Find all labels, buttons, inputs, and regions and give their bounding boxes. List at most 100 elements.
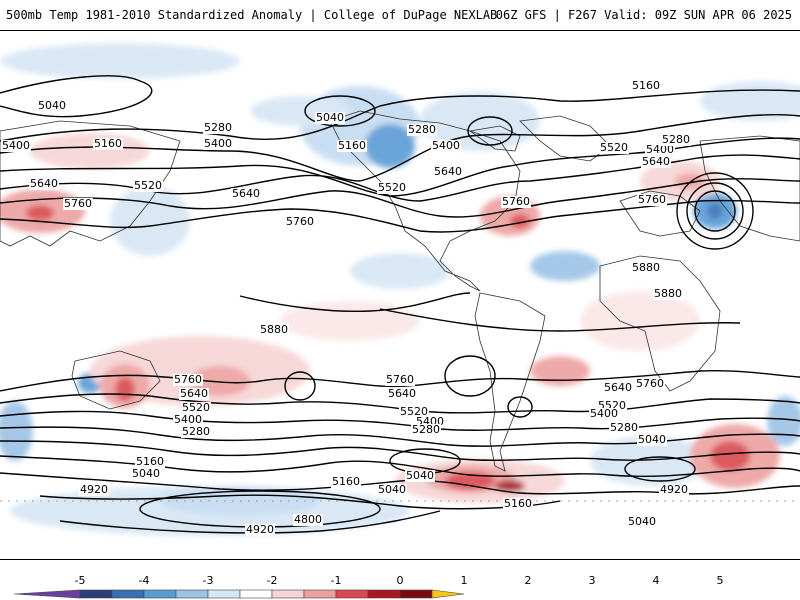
contour-label-bg — [399, 406, 429, 418]
contour-label-bg — [203, 138, 233, 150]
contour-label: 5520 — [400, 405, 428, 418]
contour-label-bg — [1, 140, 31, 152]
contour-label: 5280 — [182, 425, 210, 438]
contour-label-bg — [407, 124, 437, 136]
contour-label-bg — [285, 216, 315, 228]
contour-label: 5640 — [30, 177, 58, 190]
contour-label: 4920 — [660, 483, 688, 496]
contour-label-bg — [93, 138, 123, 150]
contour-label: 5520 — [134, 179, 162, 192]
colorbar-swatch — [303, 589, 337, 599]
contour-label-bg — [627, 516, 657, 528]
contour-label: 5520 — [182, 401, 210, 414]
contour-label: 4800 — [294, 513, 322, 526]
colorbar-tick-label: 4 — [653, 574, 660, 587]
contour-label-bg — [637, 434, 667, 446]
contour-label-bg — [433, 166, 463, 178]
contour-label-bg — [387, 388, 417, 400]
contour-label-bg — [377, 484, 407, 496]
contour-label-bg — [131, 468, 161, 480]
contour-label-bg — [181, 402, 211, 414]
contour-label: 5640 — [642, 155, 670, 168]
contour-label-bg — [641, 156, 671, 168]
contour-label: 5760 — [502, 195, 530, 208]
colorbar-tick-label: -3 — [203, 574, 214, 587]
colorbar-swatch — [399, 589, 433, 599]
colorbar-swatch — [207, 589, 241, 599]
contour-label-bg — [631, 262, 661, 274]
contour-label-bg — [29, 178, 59, 190]
contour-label: 5520 — [378, 181, 406, 194]
contour-label: 5760 — [64, 197, 92, 210]
contour-label-bg — [245, 524, 275, 536]
contour-label-bg — [631, 80, 661, 92]
contour-label: 5400 — [646, 143, 674, 156]
height-contours — [0, 75, 800, 534]
contour-label-bg — [503, 498, 533, 510]
colorbar-tick-label: -5 — [75, 574, 86, 587]
contour-label-bg — [293, 514, 323, 526]
contour-label: 5400 — [174, 413, 202, 426]
contour-label: 5880 — [654, 287, 682, 300]
contour-label: 5280 — [204, 121, 232, 134]
contour-label-bg — [377, 182, 407, 194]
contour-label: 5040 — [638, 433, 666, 446]
contour-label: 5640 — [180, 387, 208, 400]
colorbar-swatch — [335, 589, 369, 599]
contour-label-bg — [133, 180, 163, 192]
contour-label-bg — [181, 426, 211, 438]
colorbar-tick-label: 1 — [461, 574, 468, 587]
colorbar-tick-label: -4 — [139, 574, 150, 587]
contour-label: 5760 — [638, 193, 666, 206]
contour-label-bg — [385, 374, 415, 386]
contour-label-bg — [609, 422, 639, 434]
contour-label-bg — [173, 414, 203, 426]
anomaly-map: 5040 5400 5160 5640 5760 5280 5400 5520 5640 5760… — [0, 30, 800, 560]
contour-label: 5040 — [628, 515, 656, 528]
contour-label-bg — [135, 456, 165, 468]
contour-label: 5040 — [132, 467, 160, 480]
contour-label-bg — [37, 100, 67, 112]
colorbar-swatch — [431, 589, 465, 599]
contour-label: 5640 — [232, 187, 260, 200]
contour-label: 5160 — [338, 139, 366, 152]
contour-label: 5640 — [434, 165, 462, 178]
colorbar-tick-label: 0 — [397, 574, 404, 587]
colorbar-swatch — [239, 589, 273, 599]
contour-label: 5880 — [260, 323, 288, 336]
contour-label: 5400 — [432, 139, 460, 152]
anomaly-shading — [0, 43, 800, 536]
contour-label-bg — [405, 470, 435, 482]
contour-label: 5040 — [316, 111, 344, 124]
map-title: 500mb Temp 1981-2010 Standardized Anomal… — [6, 8, 498, 22]
contour-label: 5040 — [378, 483, 406, 496]
contour-label-bg — [231, 188, 261, 200]
contour-label-bg — [79, 484, 109, 496]
contour-label: 5160 — [136, 455, 164, 468]
contour-label-bg — [661, 134, 691, 146]
contour-label-bg — [637, 194, 667, 206]
contour-label: 5760 — [386, 373, 414, 386]
contour-label: 5760 — [174, 373, 202, 386]
contour-label-bg — [599, 142, 629, 154]
contour-label-bg — [603, 382, 633, 394]
contour-label-bg — [411, 424, 441, 436]
contour-label: 5160 — [504, 497, 532, 510]
colorbar-swatch — [271, 589, 305, 599]
contour-label: 5640 — [388, 387, 416, 400]
contour-label-bg — [653, 288, 683, 300]
contour-label: 4920 — [80, 483, 108, 496]
colorbar-swatch — [79, 589, 113, 599]
colorbar-swatch — [175, 589, 209, 599]
colorbar-swatch — [143, 589, 177, 599]
colorbar: -5 -4 -3 -2 -1 0 1 2 3 4 5 — [13, 574, 724, 599]
contour-label: 5520 — [600, 141, 628, 154]
contour-label: 5400 — [590, 407, 618, 420]
contour-label: 5880 — [632, 261, 660, 274]
contour-label-bg — [659, 484, 689, 496]
colorbar-tick-label: -2 — [267, 574, 278, 587]
colorbar-tick-label: 3 — [589, 574, 596, 587]
contour-label-bg — [635, 378, 665, 390]
contour-label-bg — [337, 140, 367, 152]
